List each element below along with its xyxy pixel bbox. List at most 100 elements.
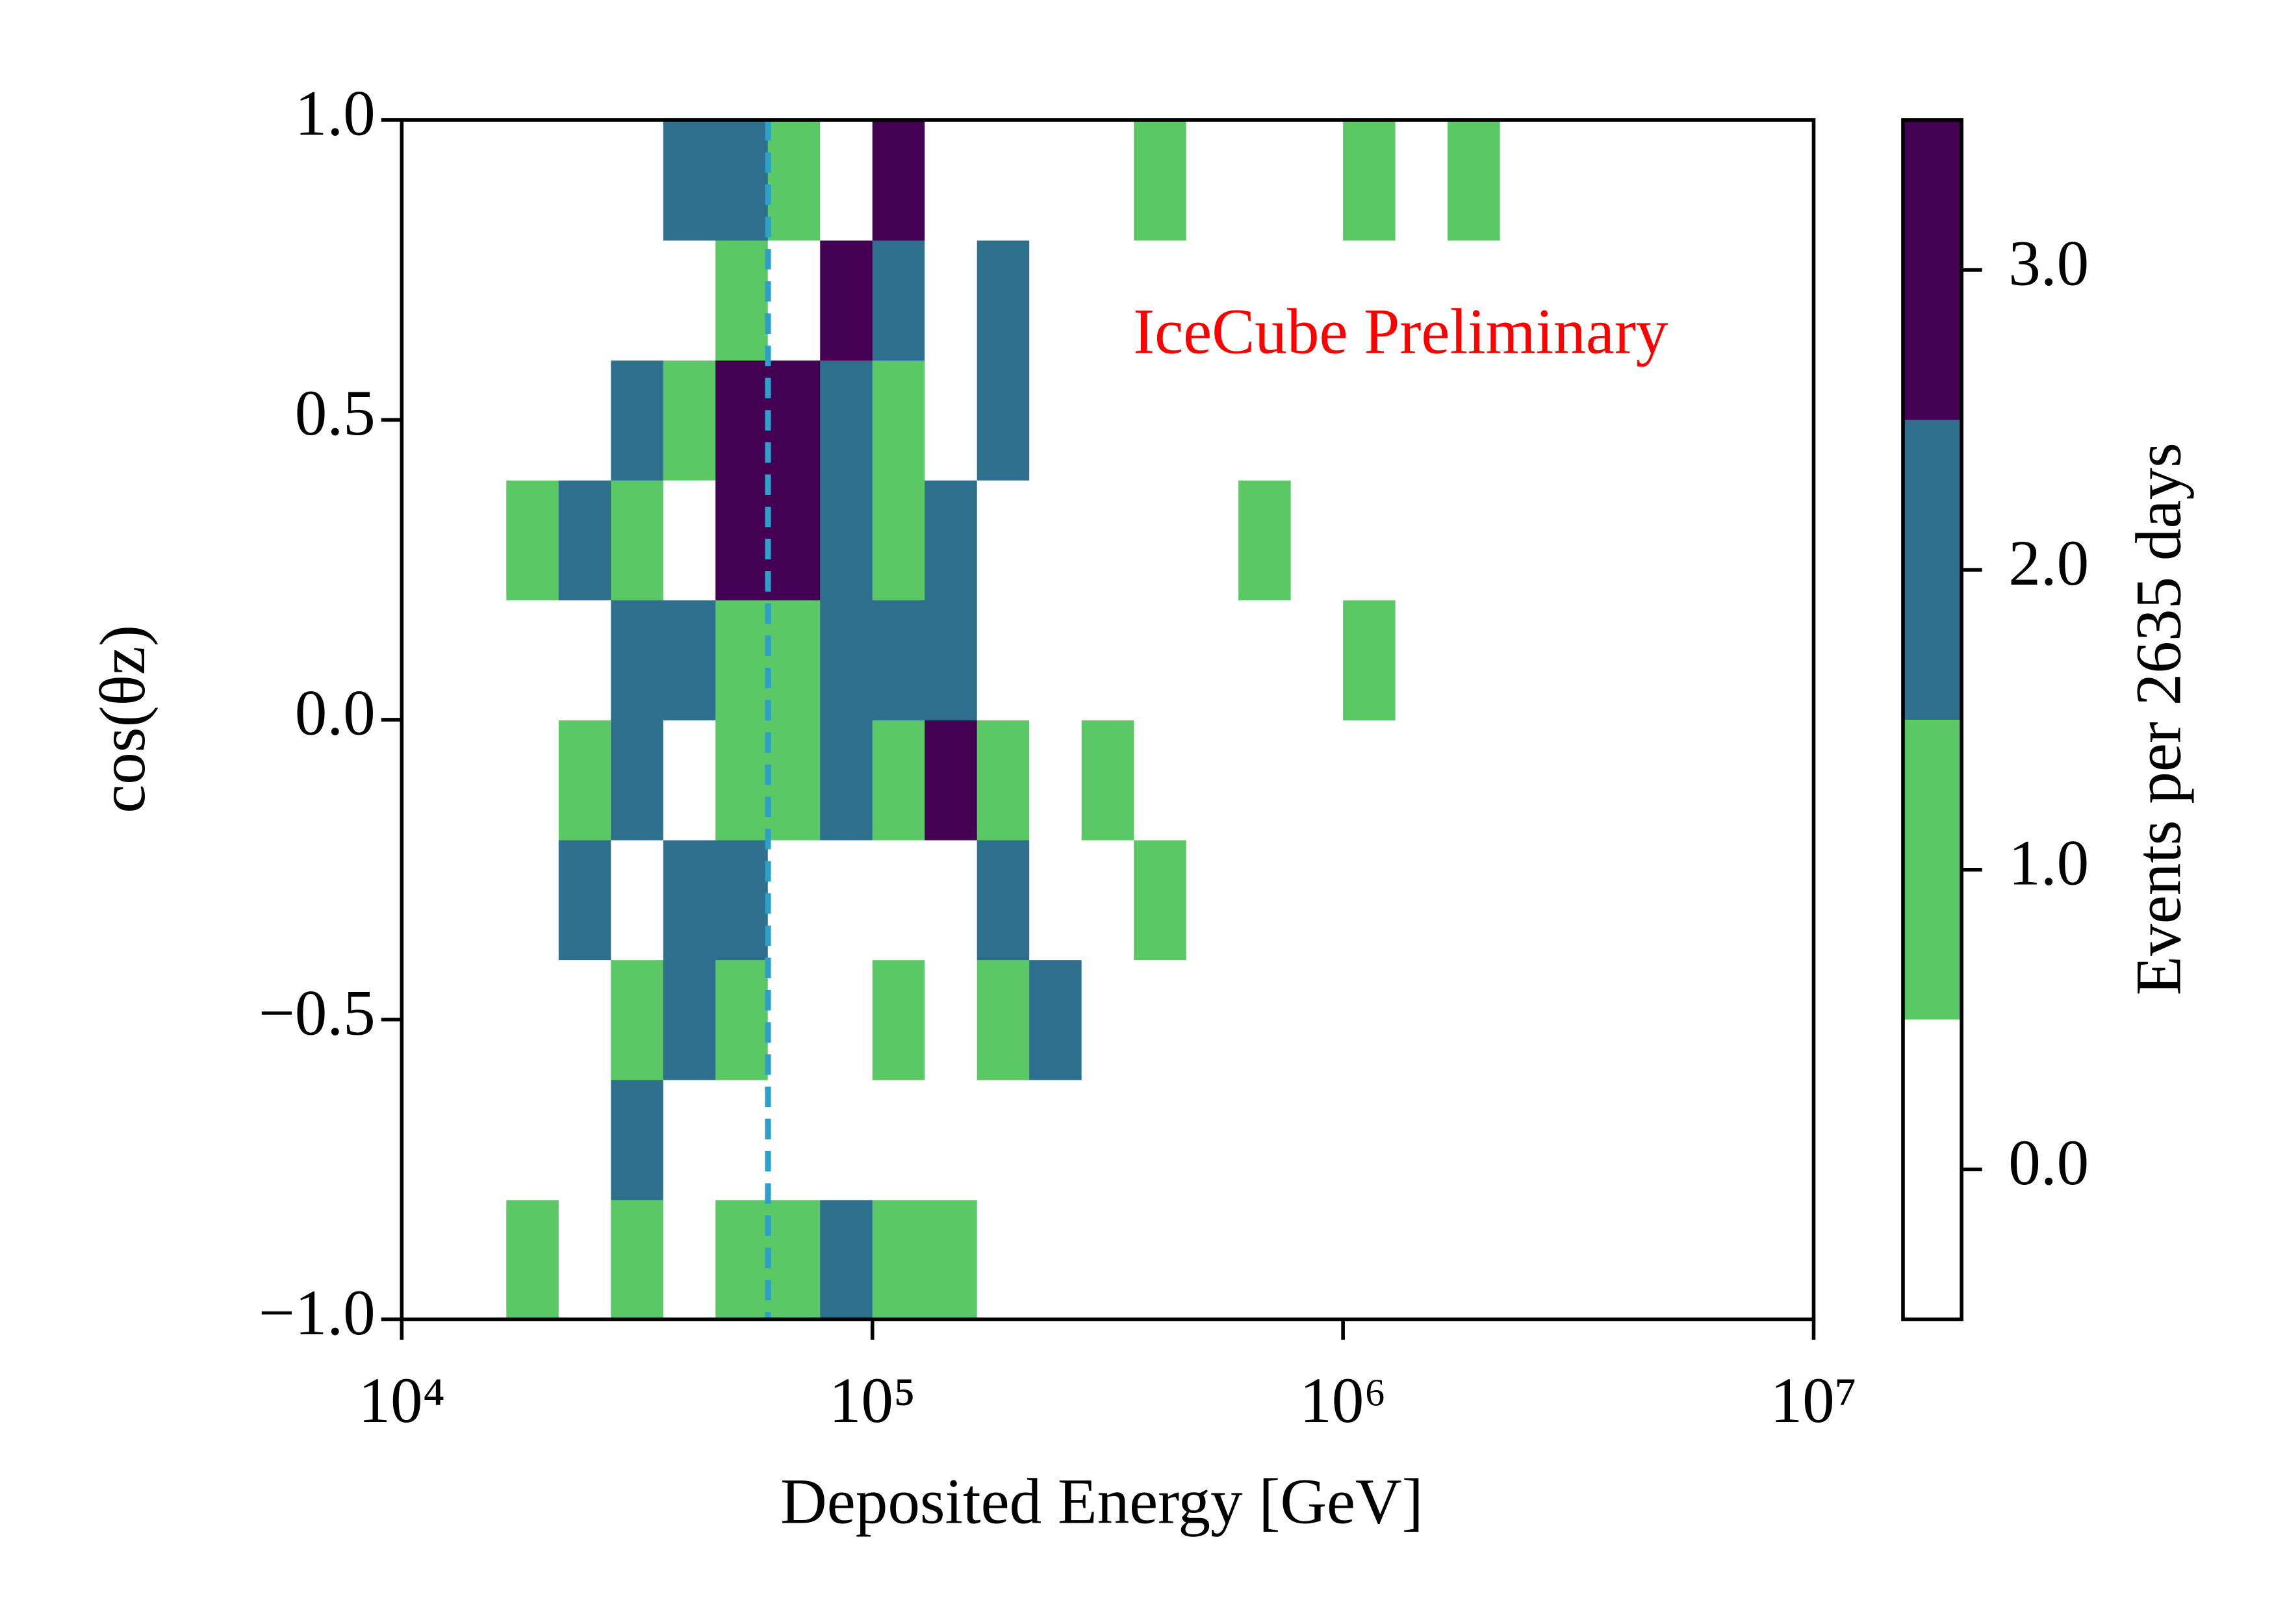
histogram-cell — [1029, 959, 1082, 1080]
histogram-cell — [558, 600, 612, 720]
histogram-cell — [977, 839, 1030, 961]
histogram-cell — [1709, 240, 1762, 361]
histogram-cell — [1290, 600, 1344, 720]
histogram-cell — [1657, 719, 1710, 841]
histogram-cell — [925, 1079, 978, 1200]
histogram-cell — [1081, 719, 1135, 841]
histogram-cell — [767, 1199, 821, 1321]
histogram-cell — [1657, 1199, 1710, 1321]
histogram-cell — [1081, 959, 1135, 1080]
histogram-cell — [1604, 240, 1657, 361]
y-tick-label: 0.5 — [295, 378, 376, 449]
histogram-cell — [715, 240, 769, 361]
colorbar-tick-label: 0.0 — [2008, 1128, 2089, 1199]
x-axis-label: Deposited Energy [GeV] — [780, 1467, 1424, 1538]
histogram-cell — [663, 479, 717, 601]
histogram-cell — [1448, 120, 1501, 241]
histogram-cell — [1657, 959, 1710, 1080]
histogram-cell — [402, 959, 455, 1080]
histogram-cell — [977, 479, 1030, 601]
histogram-cell — [1500, 959, 1553, 1080]
histogram-cell — [402, 360, 455, 481]
y-axis-label: cos(θz) — [88, 625, 159, 813]
histogram-cell — [402, 600, 455, 720]
histogram-cell — [454, 600, 507, 720]
histogram-cell — [1186, 360, 1240, 481]
y-tick-label: −1.0 — [259, 1278, 376, 1349]
histogram-cell — [506, 240, 559, 361]
histogram-cell — [1290, 719, 1344, 841]
histogram-cell — [767, 600, 821, 720]
histogram-cell — [558, 479, 612, 601]
histogram-cell — [1657, 1079, 1710, 1200]
histogram-cell — [1448, 360, 1501, 481]
histogram-cell — [1604, 719, 1657, 841]
histogram-cell — [1761, 600, 1815, 720]
x-tick-label: 10⁴ — [358, 1365, 445, 1436]
histogram-cell — [1081, 360, 1135, 481]
histogram-cell — [506, 959, 559, 1080]
histogram-cell — [1604, 120, 1657, 241]
histogram-cell — [1500, 120, 1553, 241]
histogram-cell — [1029, 1079, 1082, 1200]
histogram-cell — [1029, 120, 1082, 241]
histogram-cell — [1238, 240, 1292, 361]
histogram-cell — [402, 839, 455, 961]
histogram-cell — [1134, 479, 1187, 601]
histogram-cell — [663, 360, 717, 481]
histogram-cell — [454, 120, 507, 241]
histogram-cell — [1604, 360, 1657, 481]
histogram-cell — [611, 120, 664, 241]
histogram-cell — [1761, 1199, 1815, 1321]
histogram-cell — [1657, 360, 1710, 481]
histogram-cell — [1395, 120, 1448, 241]
histogram-cell — [1500, 1079, 1553, 1200]
histogram-cell — [977, 719, 1030, 841]
histogram-cell — [506, 360, 559, 481]
x-tick-label: 10⁶ — [1299, 1365, 1386, 1436]
histogram-cell — [925, 839, 978, 961]
colorbar-tick-label: 3.0 — [2008, 228, 2089, 299]
histogram-cell — [925, 600, 978, 720]
y-tick-label: −0.5 — [259, 978, 376, 1048]
histogram-cell — [1657, 600, 1710, 720]
histogram-cell — [820, 1199, 873, 1321]
histogram-cell — [1500, 719, 1553, 841]
histogram-cell — [1290, 120, 1344, 241]
histogram-cell — [1709, 1079, 1762, 1200]
histogram-cell — [872, 1199, 926, 1321]
histogram-cell — [1238, 479, 1292, 601]
histogram-cell — [663, 1079, 717, 1200]
histogram-cell — [820, 719, 873, 841]
colorbar-segment — [1902, 120, 1962, 420]
colorbar-frame — [1901, 118, 1963, 1321]
histogram-cell — [925, 1199, 978, 1321]
histogram-cell — [820, 120, 873, 241]
histogram-cell — [1552, 1079, 1605, 1200]
histogram-cell — [1029, 600, 1082, 720]
histogram-cell — [1552, 360, 1605, 481]
histogram-cell — [1343, 1199, 1396, 1321]
histogram-cell — [454, 959, 507, 1080]
histogram-cell — [1343, 360, 1396, 481]
histogram-cell — [1134, 839, 1187, 961]
histogram-cell — [402, 1199, 455, 1321]
histogram-cell — [1395, 600, 1448, 720]
histogram-cell — [1500, 600, 1553, 720]
histogram-cell — [1500, 240, 1553, 361]
histogram-cell — [558, 839, 612, 961]
histogram-cell — [611, 959, 664, 1080]
histogram-cell — [820, 479, 873, 601]
histogram-cell — [1604, 1199, 1657, 1321]
histogram-cell — [506, 1199, 559, 1321]
histogram-cell — [767, 839, 821, 961]
histogram-cell — [1238, 360, 1292, 481]
histogram-cell — [1290, 479, 1344, 601]
histogram-cell — [1343, 120, 1396, 241]
histogram-cell — [1238, 600, 1292, 720]
histogram-cell — [977, 600, 1030, 720]
histogram-cell — [1761, 240, 1815, 361]
histogram-cell — [1500, 839, 1553, 961]
histogram-cell — [1448, 600, 1501, 720]
histogram-cell — [611, 600, 664, 720]
